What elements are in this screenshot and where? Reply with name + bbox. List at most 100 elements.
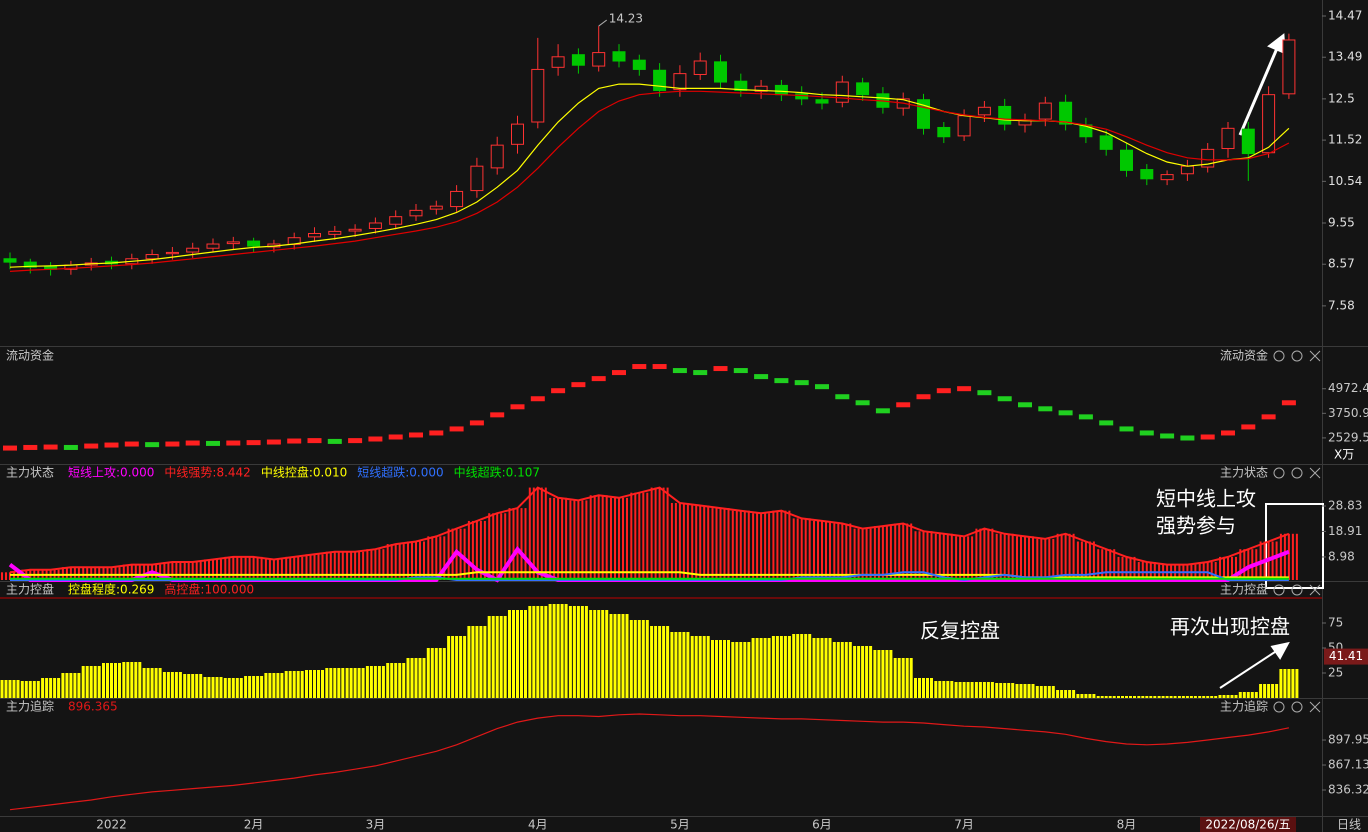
panel-title: 主力追踪 [6, 699, 54, 714]
bar [808, 518, 811, 580]
bar [244, 556, 247, 580]
bar [264, 673, 268, 698]
moving-average [9, 90, 1290, 272]
bar [390, 663, 394, 698]
bar [1056, 533, 1059, 580]
bar [228, 556, 231, 580]
fund-dot [916, 394, 931, 400]
fund-dot [84, 443, 99, 449]
candle-body [145, 254, 159, 260]
bar [1023, 684, 1027, 698]
bar [1, 572, 3, 580]
y-tick-label: 9.55 [1328, 215, 1355, 229]
bar [918, 678, 921, 698]
bar [134, 662, 138, 698]
bar [1153, 562, 1156, 580]
bar [634, 492, 637, 580]
bar [325, 551, 328, 580]
candle-body [3, 258, 17, 263]
panel-icon[interactable] [1291, 467, 1303, 479]
bar [1243, 549, 1246, 580]
bar [1275, 541, 1278, 580]
bar [438, 648, 442, 698]
bar [118, 567, 121, 580]
bar [1048, 538, 1051, 580]
close-icon[interactable] [1309, 350, 1321, 362]
bar [97, 666, 101, 698]
bar [861, 528, 864, 580]
close-icon[interactable] [1309, 701, 1321, 713]
bar [1101, 549, 1104, 580]
fund-dot [591, 376, 606, 382]
fund-dot [43, 444, 58, 450]
close-icon[interactable] [1309, 584, 1321, 596]
bar [329, 551, 332, 580]
bar [881, 650, 885, 698]
bar [1129, 696, 1132, 698]
candle-body [206, 243, 220, 249]
bar [1011, 683, 1015, 698]
bar [690, 636, 694, 698]
bar [540, 606, 544, 698]
bar [1169, 696, 1173, 698]
candle-body [1201, 148, 1215, 168]
bar [918, 531, 921, 580]
bar [572, 606, 576, 698]
bar [73, 673, 77, 698]
panel-icon[interactable] [1291, 584, 1303, 596]
bar [12, 680, 16, 698]
close-icon[interactable] [1309, 467, 1321, 479]
bar [435, 536, 438, 580]
legend-entry: 中线超跌:0.107 [454, 465, 540, 480]
bar [1198, 696, 1202, 698]
y-tick-label: 8.57 [1328, 257, 1355, 271]
panel-icon[interactable] [1273, 584, 1285, 596]
bar [337, 551, 340, 580]
bar [601, 495, 604, 580]
bar [621, 614, 625, 698]
bar [398, 544, 401, 580]
bar [382, 549, 385, 580]
x-tick-label: 8月 [1117, 818, 1137, 832]
bar [378, 549, 381, 580]
bar [422, 658, 426, 698]
bar [102, 567, 105, 580]
bar [434, 648, 438, 698]
bar [512, 610, 515, 698]
bar [837, 523, 840, 580]
bar [1214, 562, 1217, 580]
bar [853, 528, 856, 580]
bar [1060, 690, 1064, 698]
bar [848, 642, 852, 698]
panel-icon[interactable] [1273, 350, 1285, 362]
fund-dot [875, 408, 890, 414]
fund-dot [896, 402, 911, 408]
panel-icon[interactable] [1291, 350, 1303, 362]
bar [666, 626, 670, 698]
bar [57, 678, 61, 698]
bar [1003, 533, 1006, 580]
bar [739, 510, 742, 580]
bar [573, 500, 576, 580]
fund-dot [449, 426, 464, 432]
panel-icon[interactable] [1273, 701, 1285, 713]
panel-icon[interactable] [1273, 467, 1285, 479]
candle-body [653, 69, 667, 91]
x-tick-label: 2月 [244, 818, 264, 832]
fund-dot [124, 441, 139, 447]
bar [1219, 556, 1221, 580]
candle-body [835, 81, 849, 103]
bar [950, 681, 954, 698]
candle-body [1180, 165, 1194, 175]
bar [17, 572, 19, 580]
bar [589, 495, 592, 580]
bar [1133, 696, 1136, 698]
bar [698, 636, 702, 698]
panel-icon[interactable] [1291, 701, 1303, 713]
bar [69, 673, 73, 698]
fund-dot [510, 404, 525, 410]
bar [897, 658, 901, 698]
bar [804, 634, 808, 698]
bar [686, 502, 689, 580]
y-tick-label: 18.91 [1328, 524, 1362, 538]
